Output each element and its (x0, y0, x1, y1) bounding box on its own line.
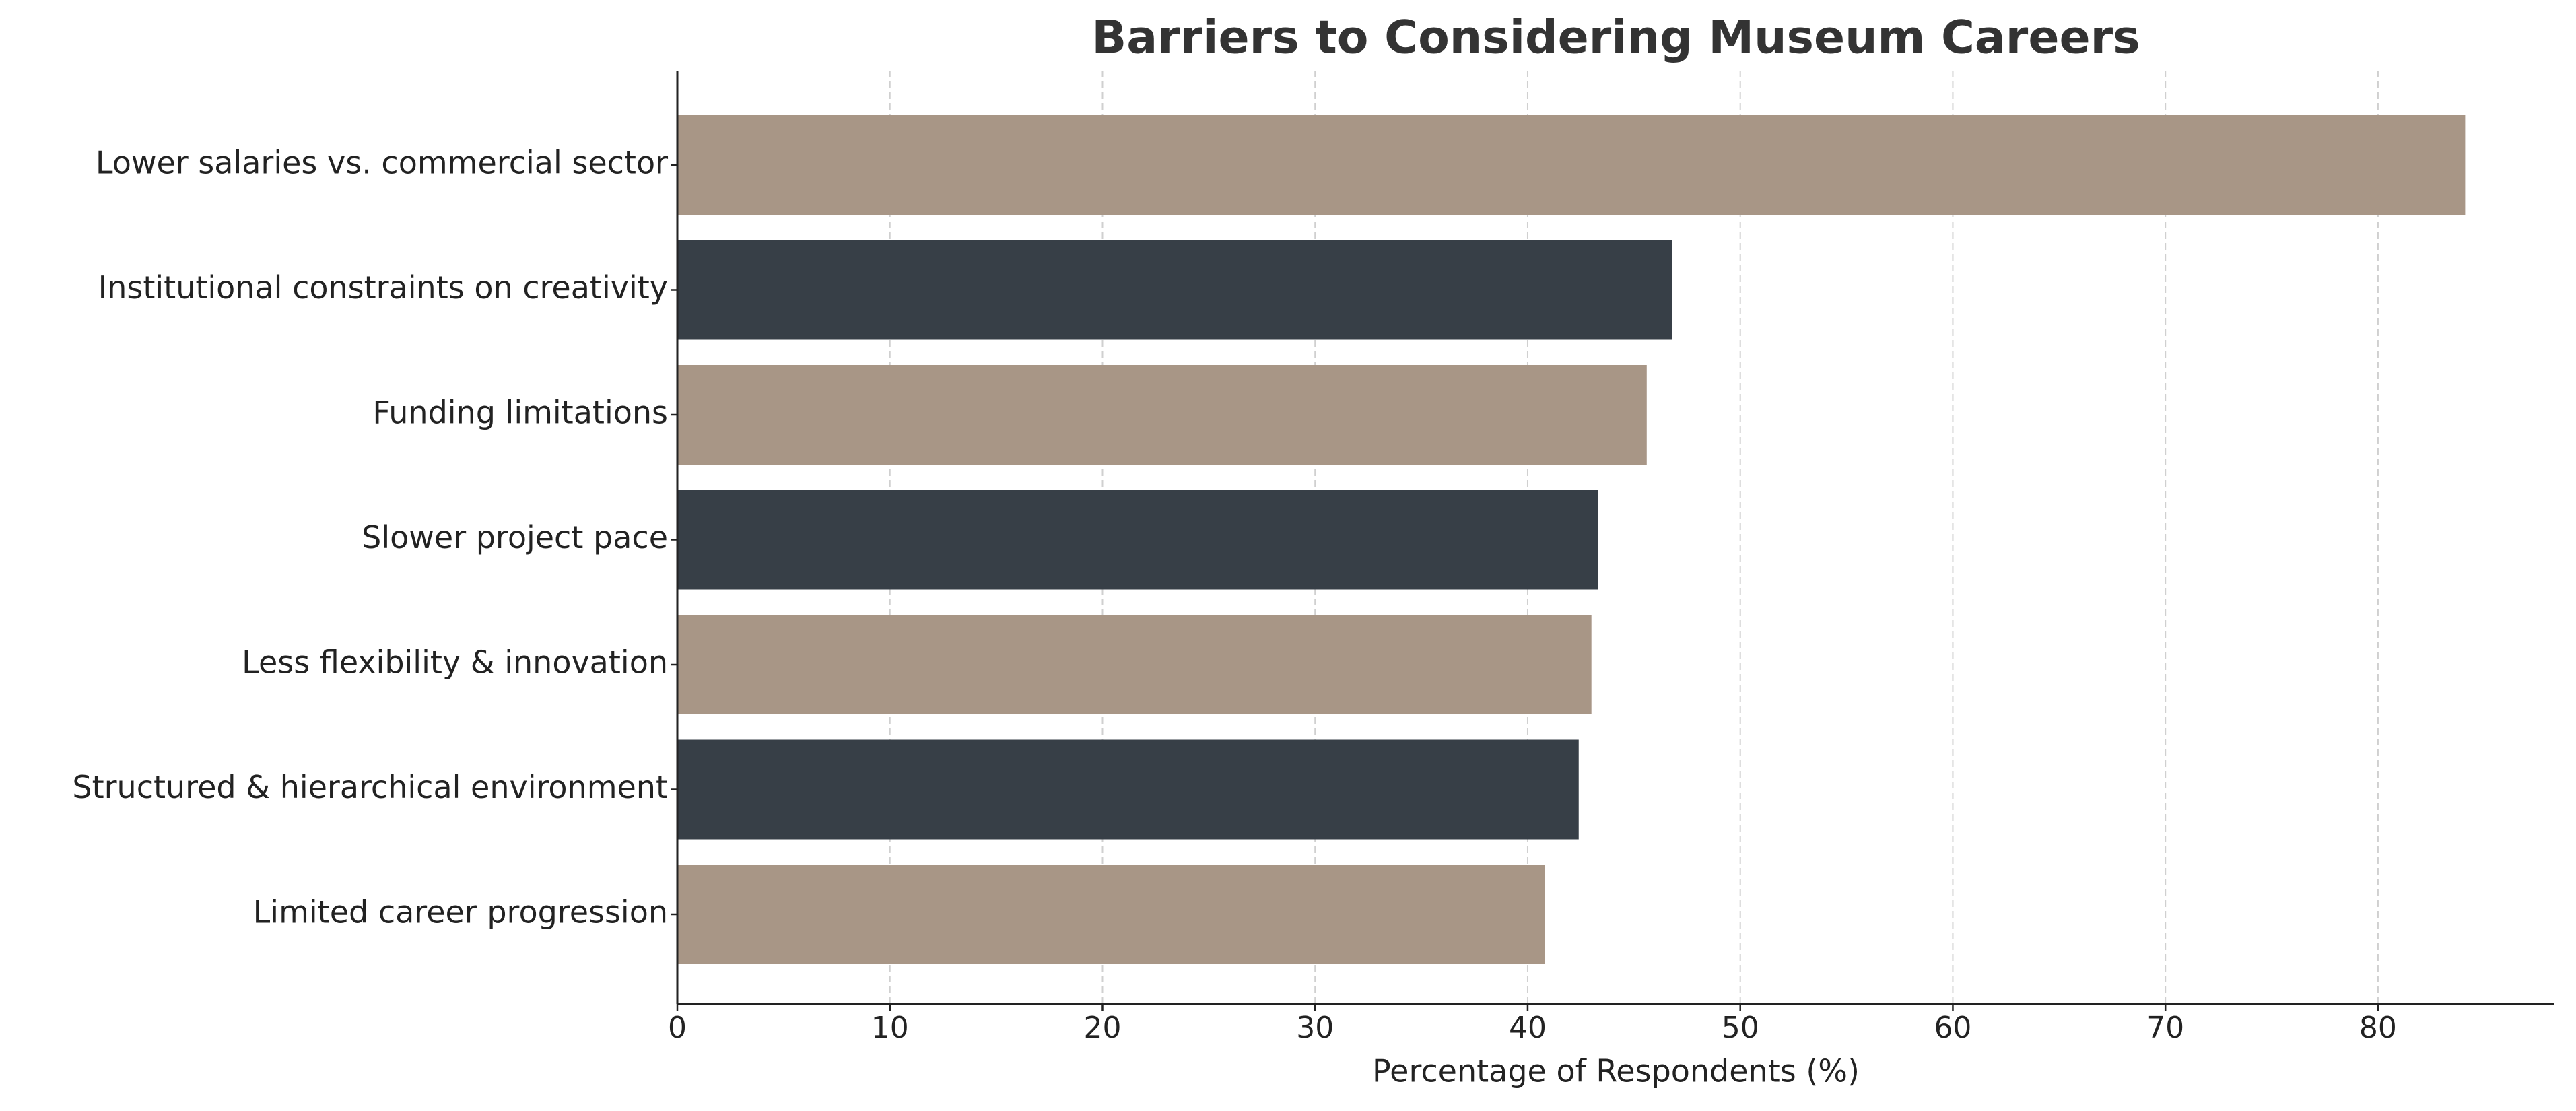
x-tick-label: 0 (668, 1011, 687, 1045)
x-tick-label: 70 (2146, 1011, 2184, 1045)
bar (677, 739, 1579, 840)
x-tick-label: 40 (1509, 1011, 1547, 1045)
y-tick-label: Slower project pace (362, 519, 668, 556)
y-tick-label: Limited career progression (253, 894, 668, 931)
chart-title: Barriers to Considering Museum Careers (1091, 11, 2140, 65)
x-tick-label: 20 (1083, 1011, 1121, 1045)
x-tick-label: 80 (2359, 1011, 2397, 1045)
bar (677, 365, 1647, 465)
y-tick-label: Lower salaries vs. commercial sector (96, 145, 668, 181)
x-tick-label: 10 (871, 1011, 909, 1045)
y-tick-label: Less flexibility & innovation (242, 644, 668, 681)
y-tick-label: Funding limitations (372, 395, 668, 431)
bar (677, 115, 2466, 215)
x-tick-label: 60 (1934, 1011, 1971, 1045)
bar (677, 490, 1598, 590)
bar (677, 240, 1672, 340)
x-tick-label: 50 (1722, 1011, 1759, 1045)
bar (677, 865, 1545, 964)
bar (677, 615, 1592, 714)
x-axis-label: Percentage of Respondents (%) (1372, 1053, 1860, 1089)
x-tick-label: 30 (1296, 1011, 1334, 1045)
y-tick-label: Structured & hierarchical environment (72, 769, 668, 805)
y-tick-label: Institutional constraints on creativity (98, 269, 668, 306)
